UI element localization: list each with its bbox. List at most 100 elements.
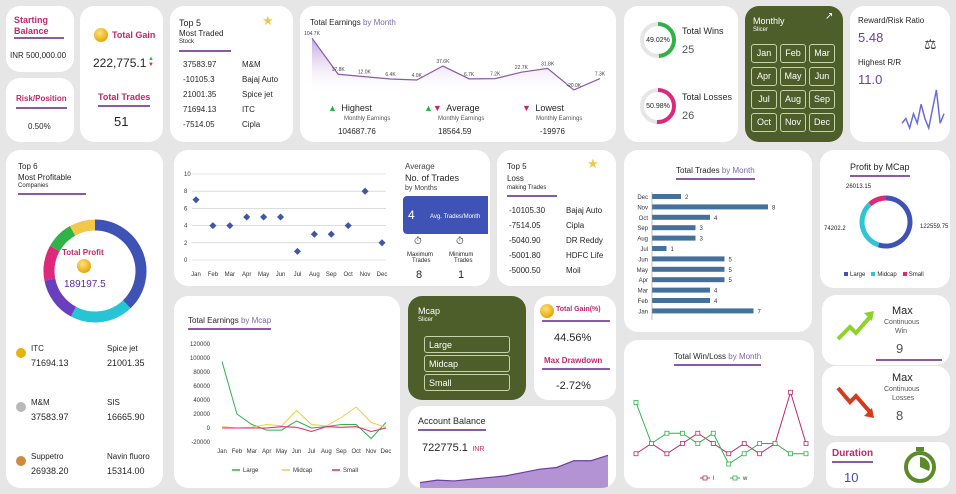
top6-donut-slice <box>43 245 60 281</box>
top6-subsub: Companies <box>18 183 49 189</box>
month-button-apr[interactable]: Apr <box>751 67 777 86</box>
mcap-slicer-subtitle: Slicer <box>418 317 434 323</box>
data-point <box>803 451 809 457</box>
bar <box>652 287 710 293</box>
top6-value: 16665.90 <box>107 412 145 422</box>
month-button-jun[interactable]: Jun <box>809 67 835 86</box>
reward-risk-card: Reward/Risk Ratio 5.48 ⚖ Highest R/R 11.… <box>850 6 950 142</box>
down-arrow-icon: ▼ <box>522 103 531 113</box>
earnings-month-data-label: 22.7K <box>515 65 529 71</box>
top5-loss-value: -5040.90 <box>509 236 541 245</box>
bar <box>652 214 710 220</box>
account-balance-unit: INR <box>472 446 485 453</box>
wins-losses-card: 49.02% Total Wins 25 50.98% Total Losses… <box>624 6 738 142</box>
highest-label: Highest <box>341 103 372 113</box>
series-line-small <box>222 426 387 433</box>
data-point <box>757 441 763 446</box>
month-button-oct[interactable]: Oct <box>751 113 777 132</box>
bar <box>652 298 710 303</box>
top5-traded-value: 71694.13 <box>183 105 217 114</box>
profit-mcap-card: Profit by MCap 122559.75 74202.2 26013.15 … <box>820 150 950 288</box>
top6-value: 26938.20 <box>31 466 69 476</box>
total-wins-value: 25 <box>682 44 695 56</box>
month-button-dec[interactable]: Dec <box>809 113 835 132</box>
x-tick-label: Jul <box>308 449 316 455</box>
earnings-month-area-fill <box>312 38 600 92</box>
total-profit-label: Total Profit <box>62 248 104 257</box>
starting-balance-value: INR 500,000.00 <box>10 51 67 60</box>
top6-title: Top 6 <box>18 162 38 171</box>
top6-donut-slice <box>94 219 147 309</box>
data-point <box>226 222 234 230</box>
month-button-feb[interactable]: Feb <box>780 44 806 63</box>
month-button-sep[interactable]: Sep <box>809 90 835 109</box>
top5-traded-value: 37583.97 <box>183 60 217 69</box>
win-arc <box>640 22 676 58</box>
month-button-jan[interactable]: Jan <box>751 44 777 63</box>
legend-label: Large <box>850 272 866 278</box>
total-profit-value: 189197.5 <box>64 279 106 290</box>
y-tick-label: Mar <box>638 289 648 295</box>
month-button-nov[interactable]: Nov <box>780 113 806 132</box>
mcap-button-large[interactable]: Large <box>424 336 510 353</box>
profit-mcap-legend: Large Midcap Small <box>844 272 930 278</box>
y-tick-label: 60000 <box>193 384 210 390</box>
down-trend-arrow-icon <box>836 384 876 425</box>
top6-donut-slice <box>44 278 77 317</box>
x-tick-label: Sep <box>326 272 337 278</box>
coin-icon <box>540 304 554 318</box>
legend-swatch <box>871 272 876 276</box>
x-tick-label: Mar <box>225 272 235 278</box>
legend-label: Midcap <box>293 468 313 474</box>
x-tick-label: Jul <box>294 272 302 278</box>
top5-loss-title: Top 5 <box>507 162 527 171</box>
winloss-title-suffix: by Month <box>728 352 762 361</box>
max-loss-card: Max Continuous Losses 8 <box>822 366 950 436</box>
y-tick-label: 80000 <box>193 370 210 376</box>
max-trades-value: 8 <box>416 269 423 281</box>
top6-name: ITC <box>31 344 44 353</box>
data-point <box>664 430 670 436</box>
y-tick-label: Apr <box>639 278 648 284</box>
month-button-may[interactable]: May <box>780 67 806 86</box>
duration-card: Duration 10 <box>826 442 950 488</box>
earnings-month-data-label: 6.4K <box>385 72 396 78</box>
monthly-slicer-title: Monthly <box>753 16 785 26</box>
profit-mcap-slice <box>877 195 913 249</box>
bar <box>652 235 696 241</box>
month-button-mar[interactable]: Mar <box>809 44 835 63</box>
data-point <box>327 230 335 238</box>
y-tick-label: May <box>637 268 648 274</box>
earnings-month-data-label: 7.2K <box>490 72 501 78</box>
account-balance-line <box>419 454 609 484</box>
risk-position-value: 0.50% <box>28 122 51 131</box>
mcap-button-small[interactable]: Small <box>424 374 510 391</box>
top5-traded-underline <box>179 50 231 52</box>
y-tick-label: 4 <box>184 224 188 230</box>
legend-label: l <box>713 476 714 482</box>
bar-value-label: 5 <box>729 257 733 263</box>
top5-loss-value: -5000.50 <box>509 266 541 275</box>
earnings-mcap-title-main: Total Earnings <box>188 316 239 325</box>
x-tick-label: Jan <box>191 272 201 278</box>
month-button-aug[interactable]: Aug <box>780 90 806 109</box>
mcap-button-midcap[interactable]: Midcap <box>424 355 510 372</box>
data-point <box>695 430 701 436</box>
bar <box>652 266 725 272</box>
max-win-subsub: Win <box>895 328 908 335</box>
data-point <box>293 247 301 255</box>
top6-value: 37583.97 <box>31 412 69 422</box>
balance-scale-icon: ⚖ <box>924 36 937 52</box>
gain-pct-underline <box>542 320 610 322</box>
month-button-jul[interactable]: Jul <box>751 90 777 109</box>
expand-icon[interactable]: ↗ <box>825 11 834 22</box>
y-tick-label: Sep <box>637 226 648 232</box>
bar <box>652 308 754 314</box>
data-point <box>664 451 670 457</box>
max-win-subtitle: Continuous <box>884 319 920 326</box>
top5-traded-name: Spice jet <box>242 90 273 99</box>
legend-label: Large <box>243 468 259 474</box>
legend-label: Small <box>343 468 358 474</box>
highest-value: 104687.76 <box>338 127 376 136</box>
